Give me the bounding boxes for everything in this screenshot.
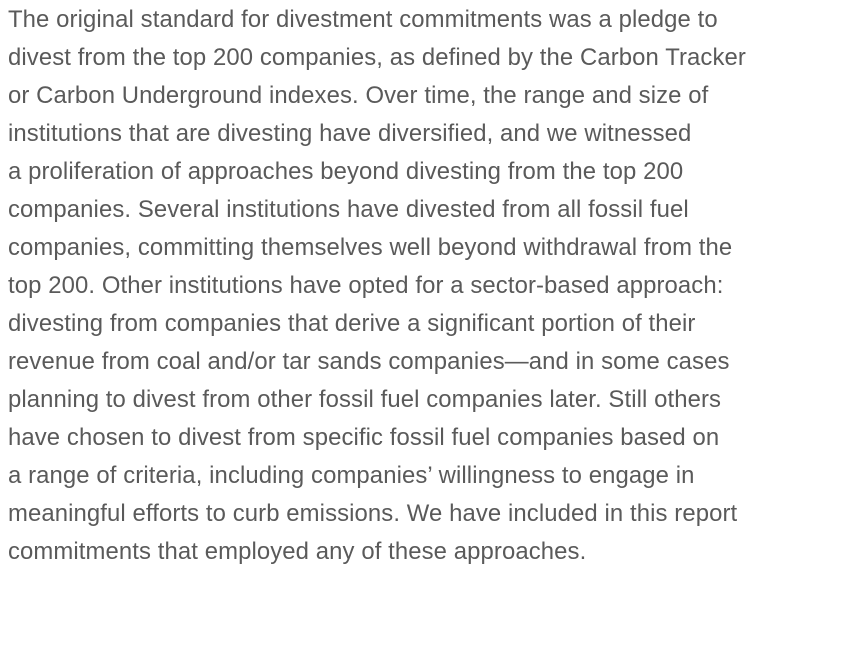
text-line: top 200. Other institutions have opted f…: [8, 272, 724, 299]
text-line: divest from the top 200 companies, as de…: [8, 44, 746, 71]
text-line: commitments that employed any of these a…: [8, 538, 587, 565]
text-line: or Carbon Underground indexes. Over time…: [8, 82, 709, 109]
text-line: a proliferation of approaches beyond div…: [8, 158, 684, 185]
text-line: revenue from coal and/or tar sands compa…: [8, 348, 730, 375]
text-line: The original standard for divestment com…: [8, 6, 718, 33]
paragraph: The original standard for divestment com…: [8, 1, 857, 571]
text-line: a range of criteria, including companies…: [8, 462, 695, 489]
text-line: meaningful efforts to curb emissions. We…: [8, 500, 738, 527]
text-line: companies, committing themselves well be…: [8, 234, 733, 261]
text-line: institutions that are divesting have div…: [8, 120, 692, 147]
text-line: divesting from companies that derive a s…: [8, 310, 696, 337]
text-line: planning to divest from other fossil fue…: [8, 386, 722, 413]
text-line: have chosen to divest from specific foss…: [8, 424, 720, 451]
text-line: companies. Several institutions have div…: [8, 196, 689, 223]
